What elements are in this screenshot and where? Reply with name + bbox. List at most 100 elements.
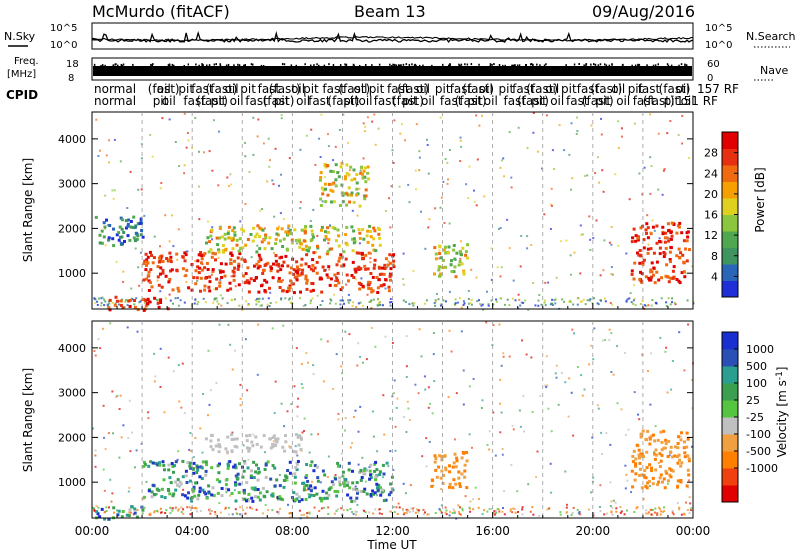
scatter-speck: [538, 514, 541, 517]
scatter-speck: [499, 227, 502, 229]
scatter-speck: [218, 130, 220, 133]
freq-trace-speck: [502, 64, 504, 67]
noise-speck: [439, 304, 442, 307]
noise-speck: [103, 511, 106, 514]
heatmap-cell: [360, 165, 363, 169]
noise-speck: [277, 510, 280, 513]
scatter-speck: [372, 435, 375, 438]
heatmap-cell: [280, 227, 284, 231]
heatmap-cell: [335, 263, 339, 267]
heatmap-cell: [655, 260, 659, 264]
scatter-speck: [624, 434, 627, 436]
noise-speck: [688, 512, 691, 515]
noise-speck: [239, 506, 242, 509]
heatmap-cell: [223, 274, 227, 278]
heatmap-cell: [458, 260, 462, 263]
heatmap-cell: [297, 443, 301, 447]
cpid-overlap-text: oil: [550, 94, 564, 108]
nave-label: Nave: [760, 64, 788, 77]
noise-speck: [376, 304, 379, 307]
noise-speck: [298, 509, 301, 512]
freq-trace-speck: [114, 63, 116, 66]
heatmap-cell: [251, 499, 255, 503]
heatmap-cell: [373, 258, 377, 262]
heatmap-cell: [319, 171, 323, 175]
scatter-speck: [116, 509, 118, 512]
noise-speck: [413, 302, 416, 305]
heatmap-cell: [166, 488, 170, 491]
heatmap-cell: [371, 489, 375, 493]
noise-speck: [164, 512, 167, 514]
heatmap-cell: [259, 258, 263, 262]
noise-speck: [422, 513, 425, 516]
scatter-speck: [592, 358, 595, 361]
scatter-speck: [610, 500, 613, 503]
scatter-speck: [571, 177, 574, 180]
freq-trace-speck: [399, 64, 402, 67]
scatter-speck: [668, 454, 671, 457]
scatter-speck: [356, 503, 359, 506]
heatmap-cell: [682, 239, 686, 243]
heatmap-cell: [263, 468, 267, 471]
heatmap-cell: [325, 252, 329, 256]
heatmap-cell: [676, 461, 680, 465]
scatter-speck: [256, 373, 259, 376]
freq-trace-speck: [585, 64, 587, 67]
noise-speck: [662, 510, 664, 513]
heatmap-cell: [656, 438, 660, 442]
scatter-speck: [473, 200, 476, 203]
noise-speck: [251, 507, 254, 510]
scatter-speck: [460, 330, 463, 333]
heatmap-cell: [360, 251, 364, 255]
cpid-overlap-text: (fast): [148, 82, 180, 96]
scatter-speck: [679, 435, 682, 438]
scatter-speck: [406, 400, 409, 403]
heatmap-cell: [663, 236, 667, 240]
scatter-speck: [230, 183, 233, 186]
noise-speck: [284, 297, 287, 300]
freq-trace-speck: [666, 63, 669, 66]
heatmap-cell: [230, 433, 234, 437]
scatter-speck: [627, 428, 630, 431]
freq-trace-speck: [536, 63, 538, 66]
heatmap-cell: [378, 272, 382, 276]
heatmap-cell: [654, 448, 658, 452]
heatmap-cell: [349, 165, 353, 169]
noise-speck: [537, 299, 540, 302]
noise-speck: [341, 299, 344, 302]
noise-speck: [532, 513, 535, 516]
velocity-cb-label-close: ]: [775, 367, 789, 372]
freq-trace-speck: [470, 63, 473, 66]
heatmap-cell: [233, 230, 237, 234]
time-tick-label: 12:00: [375, 524, 410, 538]
heatmap-cell: [305, 474, 309, 478]
scatter-speck: [199, 427, 202, 430]
heatmap-cell: [338, 483, 342, 487]
heatmap-cell: [167, 463, 171, 467]
heatmap-cell: [369, 287, 373, 291]
heatmap-cell: [359, 478, 363, 482]
scatter-speck: [208, 150, 211, 153]
heatmap-cell: [648, 442, 652, 446]
scatter-speck: [428, 440, 431, 443]
cpid-overlap-text: oil: [225, 82, 239, 96]
scatter-speck: [111, 189, 114, 192]
scatter-speck: [135, 449, 138, 452]
noise-speck: [667, 297, 670, 300]
heatmap-cell: [369, 473, 372, 477]
heatmap-cell: [434, 252, 438, 256]
noise-speck: [308, 511, 311, 514]
scatter-speck: [119, 394, 122, 397]
noise-speck: [255, 303, 258, 306]
heatmap-cell: [378, 243, 382, 247]
heatmap-cell: [385, 461, 389, 465]
noise-speck: [197, 301, 200, 304]
noise-speck: [135, 297, 138, 300]
noise-speck: [216, 300, 219, 303]
heatmap-cell: [347, 186, 351, 190]
heatmap-cell: [256, 495, 260, 499]
freq-trace-speck: [365, 63, 367, 66]
heatmap-cell: [359, 171, 363, 175]
heatmap-cell: [144, 277, 148, 281]
velocity-colorbar-tick-label: 1000: [746, 343, 774, 356]
